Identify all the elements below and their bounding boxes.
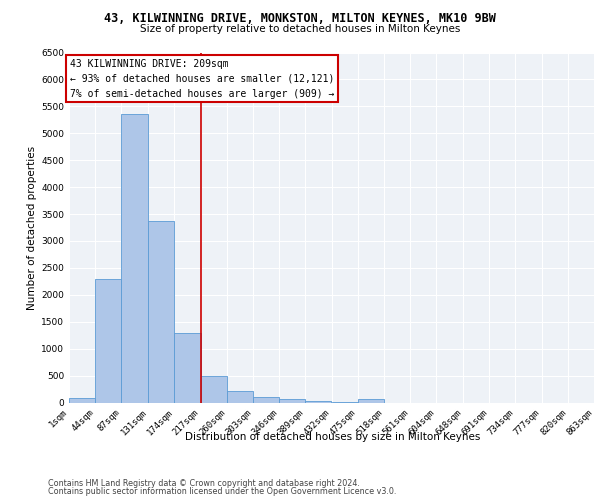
Y-axis label: Number of detached properties: Number of detached properties <box>27 146 37 310</box>
Bar <box>148 220 175 402</box>
Bar <box>358 400 384 402</box>
Bar <box>121 114 148 403</box>
Bar <box>200 376 227 402</box>
Bar <box>95 279 121 402</box>
Bar <box>227 391 253 402</box>
Bar <box>69 398 95 402</box>
Text: Size of property relative to detached houses in Milton Keynes: Size of property relative to detached ho… <box>140 24 460 34</box>
Bar <box>279 399 305 402</box>
Bar <box>253 397 279 402</box>
Bar <box>175 333 200 402</box>
Text: 43, KILWINNING DRIVE, MONKSTON, MILTON KEYNES, MK10 9BW: 43, KILWINNING DRIVE, MONKSTON, MILTON K… <box>104 12 496 24</box>
Text: Contains public sector information licensed under the Open Government Licence v3: Contains public sector information licen… <box>48 487 397 496</box>
Bar <box>305 401 331 402</box>
Text: Distribution of detached houses by size in Milton Keynes: Distribution of detached houses by size … <box>185 432 481 442</box>
Text: Contains HM Land Registry data © Crown copyright and database right 2024.: Contains HM Land Registry data © Crown c… <box>48 478 360 488</box>
Text: 43 KILWINNING DRIVE: 209sqm
← 93% of detached houses are smaller (12,121)
7% of : 43 KILWINNING DRIVE: 209sqm ← 93% of det… <box>70 59 335 98</box>
